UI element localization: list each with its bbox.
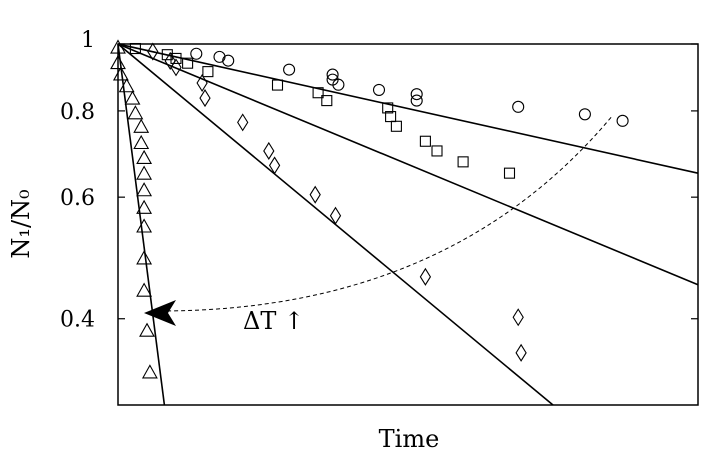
- triangle-marker: [136, 199, 153, 214]
- diamond-marker: [309, 185, 321, 204]
- diamond-marker: [515, 343, 527, 362]
- triangle-marker: [112, 66, 129, 81]
- square-marker: [382, 102, 394, 114]
- diamond-marker: [419, 267, 432, 286]
- square-marker: [457, 156, 469, 168]
- square-marker: [170, 52, 182, 64]
- square-marker: [312, 87, 324, 99]
- triangle-marker: [133, 134, 150, 150]
- diamond-marker: [237, 113, 249, 132]
- square-marker: [390, 120, 402, 132]
- diamond-marker: [329, 206, 342, 225]
- circle-marker: [512, 100, 525, 113]
- triangle-marker: [139, 322, 155, 337]
- square-marker: [321, 95, 333, 107]
- square-marker: [503, 167, 516, 179]
- triangle-marker: [136, 250, 153, 265]
- square-marker: [385, 111, 397, 123]
- diamond-marker: [147, 42, 159, 61]
- square-marker: [161, 49, 173, 61]
- circle-marker: [222, 54, 235, 67]
- circle-marker: [372, 83, 386, 96]
- circle-marker: [578, 108, 591, 121]
- diamond-marker: [196, 73, 208, 93]
- triangle-marker: [141, 364, 158, 379]
- diamond-marker: [164, 51, 176, 70]
- triangle-marker: [110, 39, 126, 54]
- diamond-marker: [170, 58, 182, 77]
- square-marker: [431, 145, 443, 157]
- square-marker: [271, 79, 284, 91]
- circle-marker: [283, 63, 296, 76]
- triangle-marker: [127, 105, 144, 120]
- circle-marker: [410, 94, 423, 107]
- circle-marker: [213, 50, 226, 63]
- circle-fit-line: [117, 43, 699, 174]
- triangle-marker: [133, 118, 150, 133]
- triangle-marker: [124, 90, 141, 105]
- diamond-marker: [263, 141, 275, 160]
- triangle-marker: [118, 78, 135, 93]
- square-fit-line: [117, 43, 699, 286]
- y-tick-label: 0.4: [60, 308, 95, 333]
- data-markers: [110, 39, 629, 379]
- annotation-label: ΔT ↑: [243, 307, 304, 335]
- square-marker: [129, 42, 141, 55]
- square-marker: [182, 57, 194, 69]
- circle-marker: [190, 47, 203, 60]
- annotation-arrowhead: [144, 300, 176, 326]
- circle-marker: [410, 88, 423, 101]
- y-axis-title: N₁/N₀: [7, 189, 35, 258]
- ticks-layer: 1 0.8 0.6 0.4: [60, 28, 698, 333]
- plot-frame: [117, 43, 699, 406]
- square-marker: [419, 135, 431, 147]
- y-tick-label: 0.8: [60, 100, 95, 125]
- fit-lines: [117, 43, 699, 406]
- circle-marker: [326, 68, 339, 81]
- y-tick-label: 0.6: [60, 186, 95, 211]
- triangle-marker: [136, 182, 153, 197]
- x-axis-title: Time: [379, 425, 440, 453]
- triangle-marker: [110, 54, 126, 70]
- circle-marker: [332, 78, 345, 91]
- diamond-marker: [199, 89, 211, 108]
- square-marker: [202, 66, 214, 78]
- trend-curve: [159, 114, 614, 312]
- diamond-marker: [512, 308, 524, 327]
- circle-marker: [616, 114, 629, 127]
- triangle-marker: [136, 218, 153, 233]
- triangle-marker: [136, 282, 153, 297]
- triangle-marker: [136, 149, 153, 164]
- triangle-marker: [136, 165, 153, 180]
- diamond-marker: [268, 156, 281, 175]
- y-tick-label: 1: [81, 28, 95, 53]
